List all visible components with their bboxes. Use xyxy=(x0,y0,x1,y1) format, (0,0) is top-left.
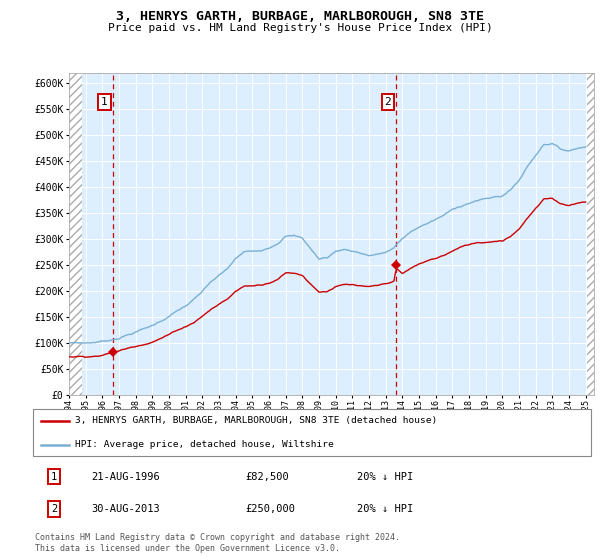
Text: Contains HM Land Registry data © Crown copyright and database right 2024.
This d: Contains HM Land Registry data © Crown c… xyxy=(35,533,400,553)
FancyBboxPatch shape xyxy=(33,409,591,456)
Text: 2: 2 xyxy=(385,97,391,107)
Text: Price paid vs. HM Land Registry's House Price Index (HPI): Price paid vs. HM Land Registry's House … xyxy=(107,23,493,33)
Text: 20% ↓ HPI: 20% ↓ HPI xyxy=(356,472,413,482)
Text: 21-AUG-1996: 21-AUG-1996 xyxy=(92,472,160,482)
Text: 1: 1 xyxy=(101,97,108,107)
Text: 30-AUG-2013: 30-AUG-2013 xyxy=(92,504,160,514)
Text: 1: 1 xyxy=(51,472,58,482)
Text: 3, HENRYS GARTH, BURBAGE, MARLBOROUGH, SN8 3TE: 3, HENRYS GARTH, BURBAGE, MARLBOROUGH, S… xyxy=(116,10,484,23)
Text: 3, HENRYS GARTH, BURBAGE, MARLBOROUGH, SN8 3TE (detached house): 3, HENRYS GARTH, BURBAGE, MARLBOROUGH, S… xyxy=(75,416,437,425)
Text: 2: 2 xyxy=(51,504,58,514)
Text: £250,000: £250,000 xyxy=(245,504,295,514)
Text: £82,500: £82,500 xyxy=(245,472,289,482)
Text: 20% ↓ HPI: 20% ↓ HPI xyxy=(356,504,413,514)
Text: HPI: Average price, detached house, Wiltshire: HPI: Average price, detached house, Wilt… xyxy=(75,440,334,449)
